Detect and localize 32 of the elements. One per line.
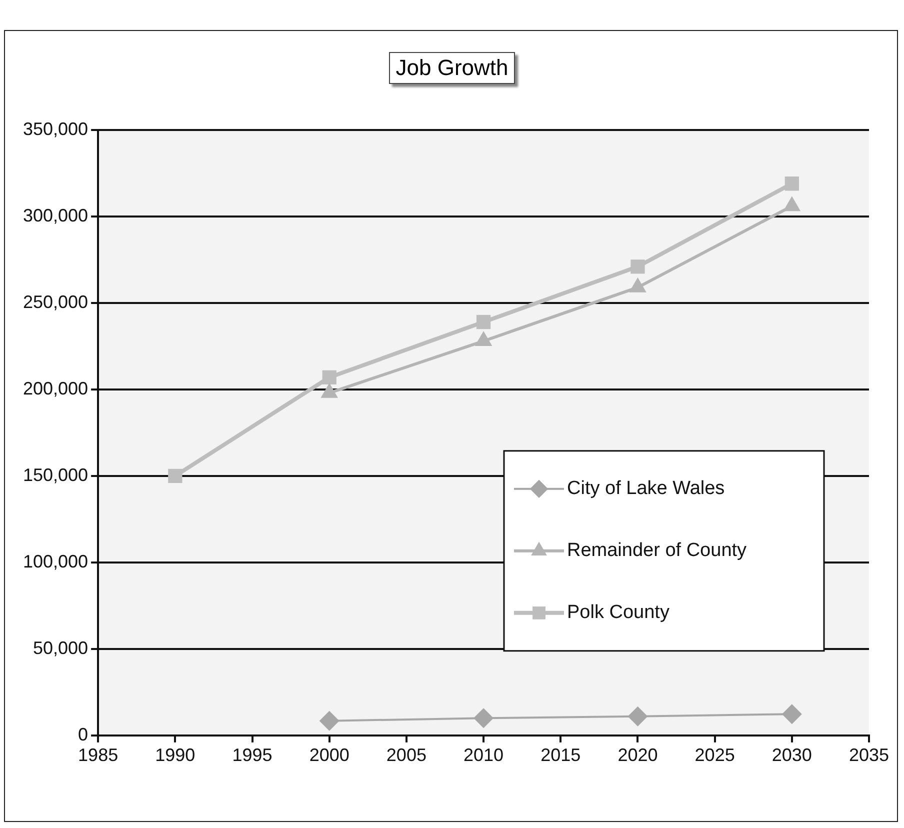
legend-label: Polk County <box>567 602 670 624</box>
y-tick-label: 0 <box>78 724 88 744</box>
point <box>319 710 340 731</box>
x-tick-label: 2030 <box>772 745 812 766</box>
legend-label: City of Lake Wales <box>567 478 725 500</box>
y-tick-label: 300,000 <box>22 205 88 226</box>
x-tick-label: 2020 <box>618 745 658 766</box>
point <box>474 708 494 728</box>
point <box>784 176 799 191</box>
x-tick-label: 1995 <box>232 745 272 766</box>
y-tick-label: 350,000 <box>22 118 88 139</box>
x-tick-label: 2015 <box>540 745 581 766</box>
point <box>782 704 802 724</box>
x-tick-label: 1985 <box>78 745 118 766</box>
y-tick-label: 100,000 <box>22 551 88 572</box>
x-tick-label: 2000 <box>309 745 350 766</box>
point <box>322 370 336 384</box>
point <box>476 314 491 330</box>
x-tick-label: 2005 <box>386 745 426 766</box>
x-tick-label: 2035 <box>848 745 890 766</box>
x-tick-label: 2010 <box>464 745 504 766</box>
chart-title: Job Growth <box>388 52 516 84</box>
y-tick-label: 250,000 <box>22 292 88 312</box>
y-tick-label: 150,000 <box>22 464 88 485</box>
x-tick-label: 2025 <box>694 745 735 766</box>
legend-label: Remainder of County <box>567 540 748 562</box>
point <box>628 706 648 726</box>
y-tick-label: 50,000 <box>33 638 88 658</box>
y-tick-label: 200,000 <box>22 378 88 398</box>
point <box>168 468 182 484</box>
point <box>630 260 645 274</box>
x-tick-label: 1990 <box>155 745 196 766</box>
